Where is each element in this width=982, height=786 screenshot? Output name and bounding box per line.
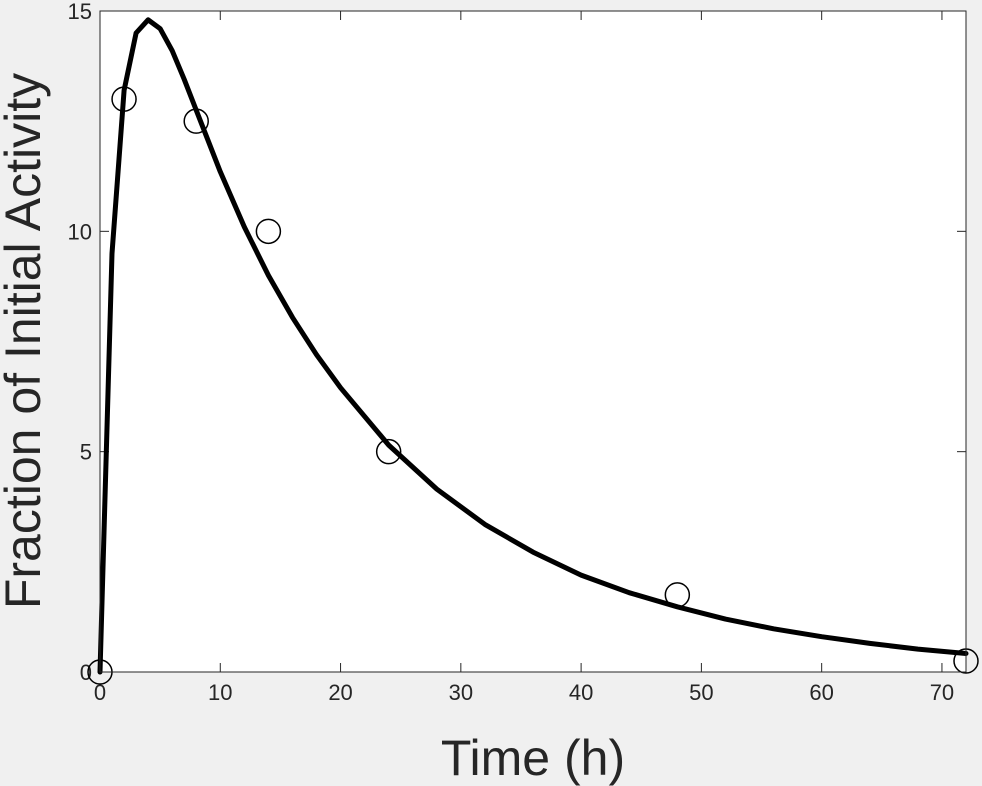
y-tick-label: 0 (80, 660, 92, 685)
x-tick-label: 30 (449, 680, 473, 705)
y-tick-label: 5 (80, 440, 92, 465)
data-point-marker (664, 582, 691, 608)
data-point-marker (111, 86, 137, 112)
fit-curve (97, 17, 969, 675)
x-tick-label: 40 (569, 680, 593, 705)
x-axis-title: Time (h) (441, 730, 625, 786)
x-tick-label: 0 (94, 680, 106, 705)
x-tick-label: 10 (208, 680, 232, 705)
y-tick-label: 10 (68, 219, 92, 244)
fit-curve-layer (97, 17, 969, 675)
y-axis-title: Fraction of Initial Activity (0, 73, 51, 609)
plot-area (100, 11, 966, 672)
data-point-marker (375, 438, 402, 465)
x-tick-label: 50 (689, 680, 713, 705)
data-point-marker (183, 108, 209, 134)
x-tick-label: 20 (328, 680, 352, 705)
x-tick-label: 70 (930, 680, 954, 705)
x-tick-label: 60 (809, 680, 833, 705)
axis-ticks: 0 10 20 30 40 50 60 70 0 5 10 15 (68, 0, 966, 705)
axes-box (99, 10, 967, 673)
y-tick-label: 15 (68, 0, 92, 24)
data-point-marker (255, 218, 282, 245)
